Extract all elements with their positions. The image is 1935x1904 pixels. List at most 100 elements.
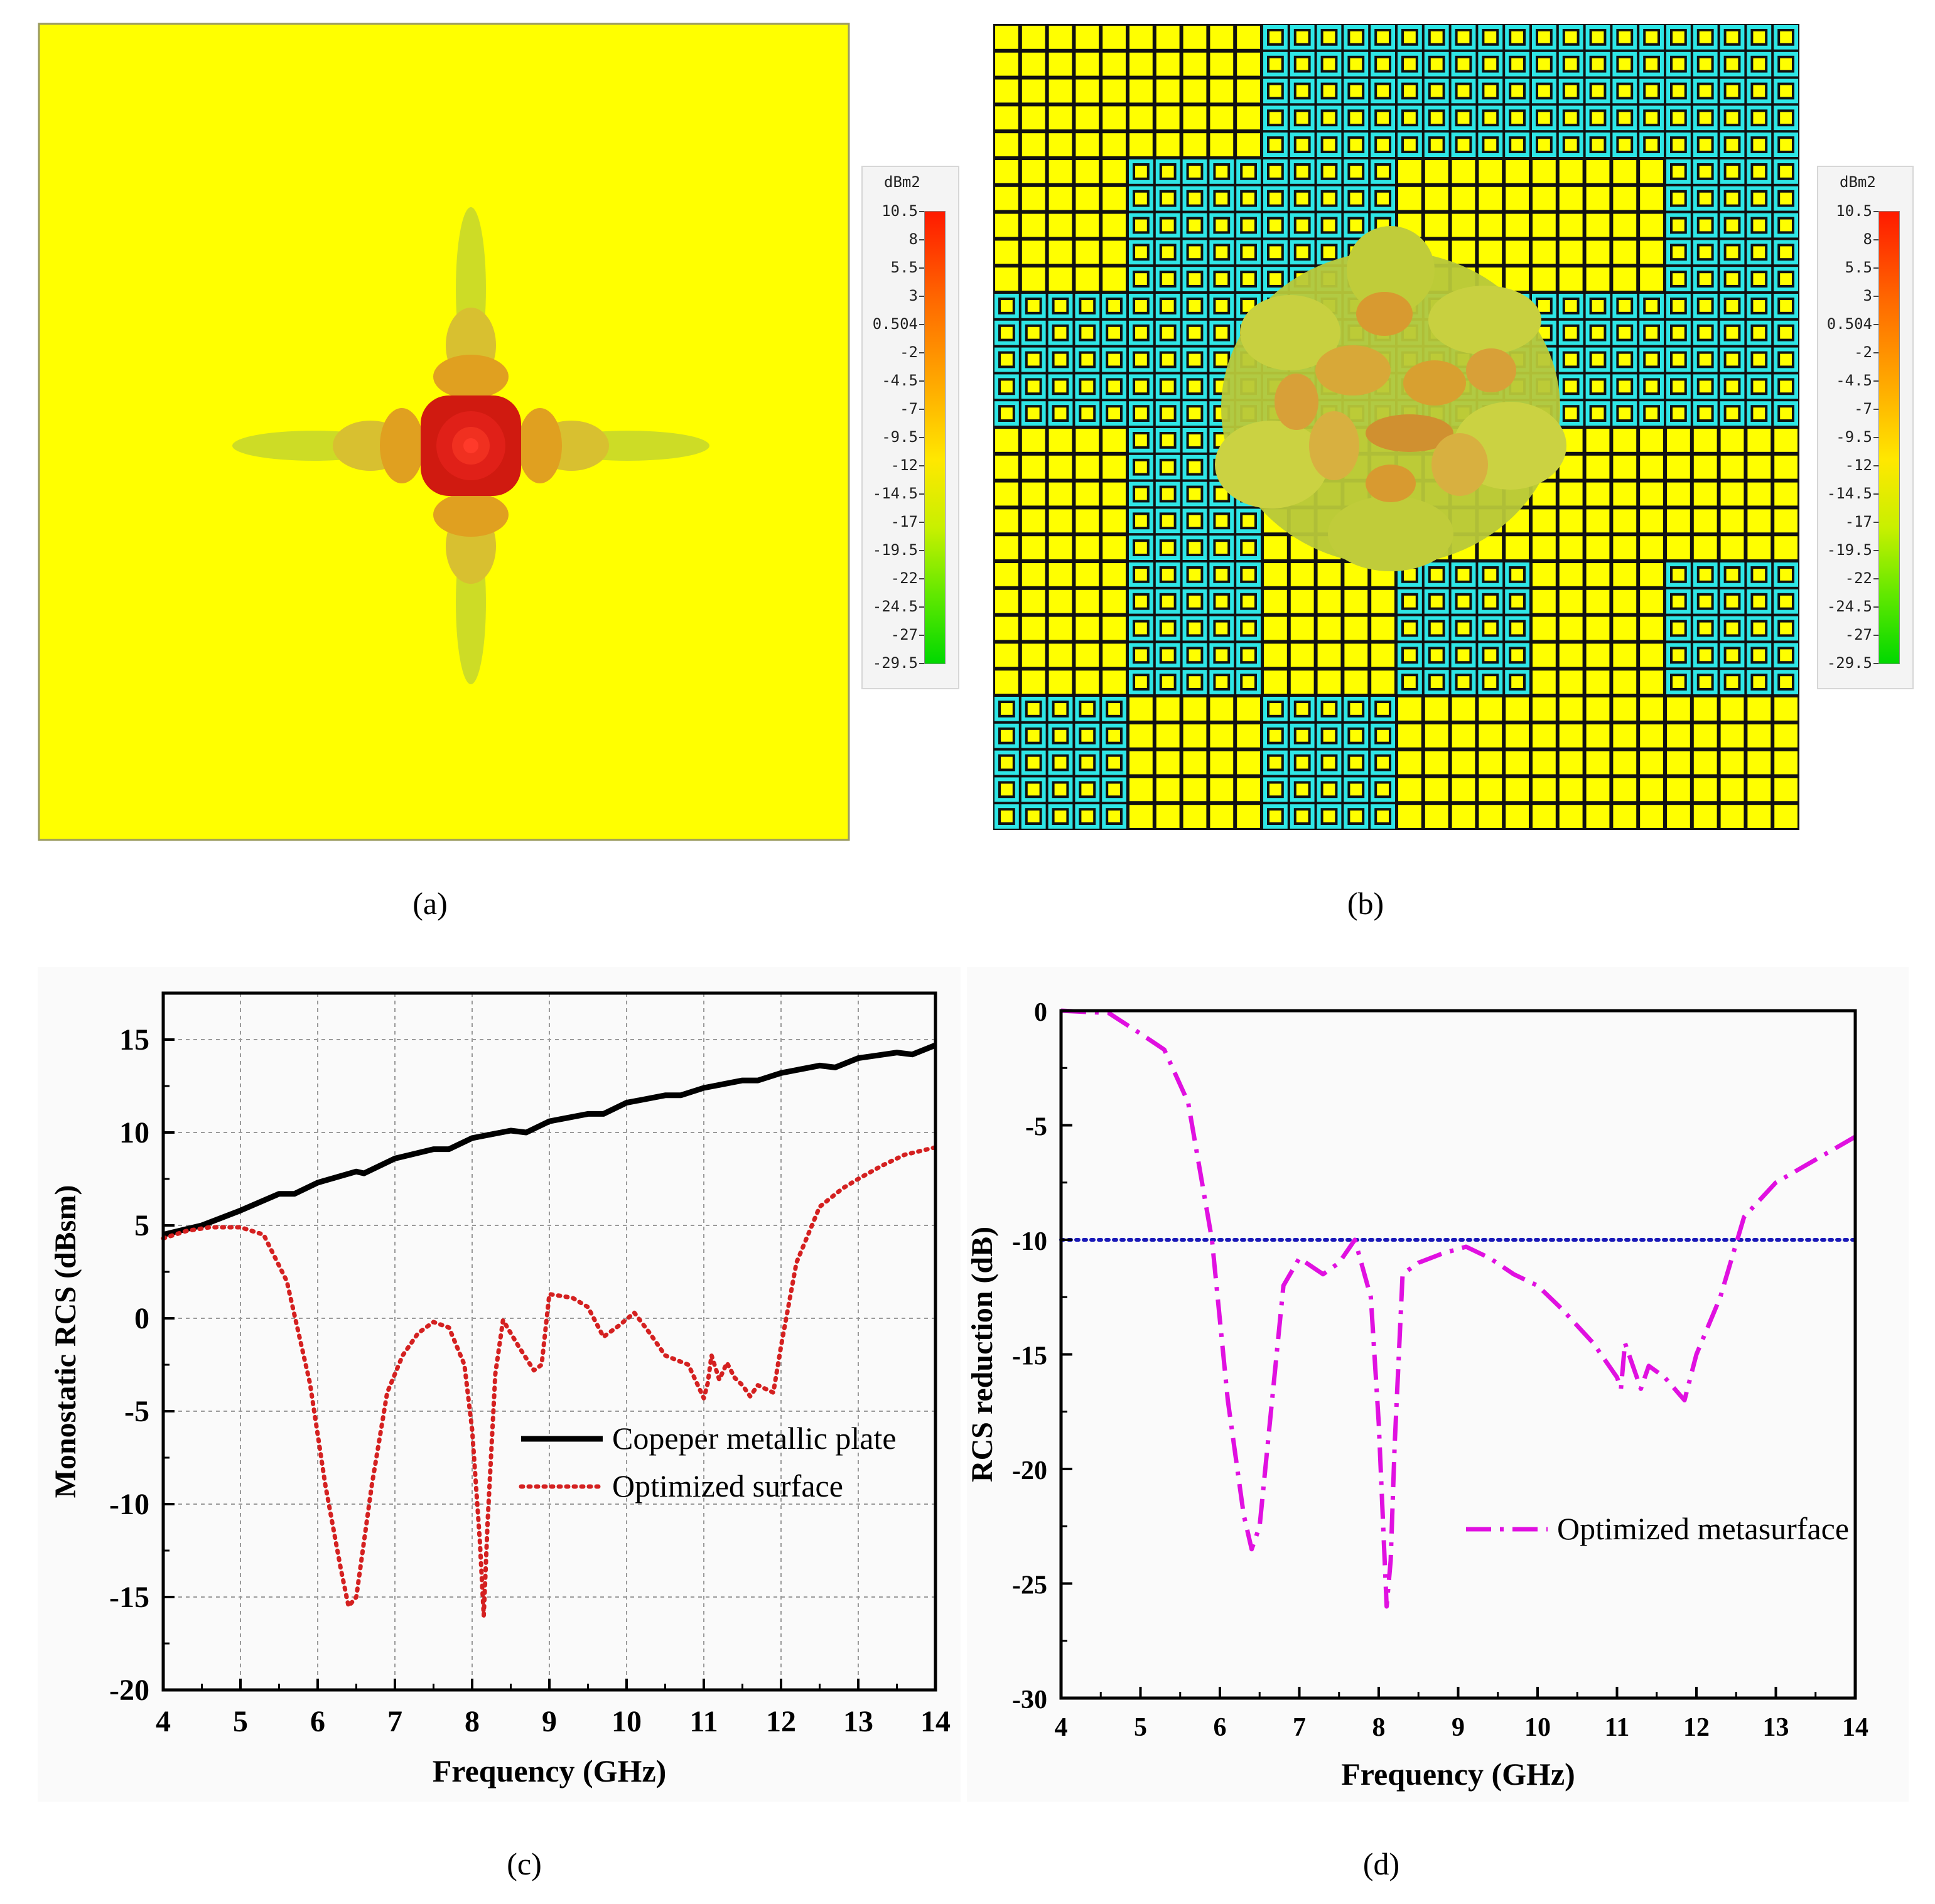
y-tick-label: 0 bbox=[1034, 998, 1047, 1027]
colorbar-tick-label: -9.5 bbox=[1836, 428, 1872, 446]
colorbar-tick bbox=[919, 437, 924, 438]
colorbar-tick bbox=[1873, 493, 1878, 495]
colorbar-tick-label: -4.5 bbox=[1836, 372, 1872, 389]
colorbar-tick bbox=[1873, 267, 1878, 269]
metasurface-block bbox=[1396, 24, 1531, 158]
colorbar-tick-label: -22 bbox=[1845, 569, 1872, 587]
legend-label-1: Optimized metasurface bbox=[1557, 1511, 1849, 1546]
colorbar-tick bbox=[1873, 522, 1878, 523]
colorbar-tick bbox=[1873, 211, 1878, 212]
colorbar-tick bbox=[919, 352, 924, 353]
x-tick-label: 10 bbox=[1524, 1713, 1551, 1742]
y-tick-label: -15 bbox=[1012, 1342, 1047, 1371]
colorbar-tick-label: -2 bbox=[1854, 343, 1872, 361]
metasurface-block bbox=[1665, 293, 1799, 427]
colorbar-tick-label: -24.5 bbox=[1826, 598, 1872, 615]
x-tick-label: 12 bbox=[1683, 1713, 1710, 1742]
metasurface-block bbox=[1665, 24, 1799, 158]
legend-label-1: Copeper metallic plate bbox=[612, 1421, 897, 1456]
x-tick-label: 13 bbox=[843, 1705, 873, 1738]
colorbar-tick bbox=[919, 296, 924, 297]
colorbar-tick-label: 5.5 bbox=[890, 259, 918, 276]
colorbar-tick bbox=[1873, 296, 1878, 297]
colorbar-tick bbox=[1873, 663, 1878, 664]
colorbar-tick-label: -14.5 bbox=[872, 485, 918, 502]
panel-a-simulation bbox=[38, 19, 854, 847]
chart-c-monostatic-rcs: 4 5 6 7 8 9 10 11 12 13 14 15 10 5 0 -5 -10 -15 -20 Frequen… bbox=[38, 967, 961, 1802]
colorbar-tick-label: 0.504 bbox=[1826, 315, 1872, 333]
y-tick-label: -10 bbox=[109, 1488, 149, 1521]
colorbar-tick-label: -12 bbox=[890, 456, 918, 474]
colorbar-tick-label: -9.5 bbox=[881, 428, 918, 446]
colorbar-tick-label: -17 bbox=[890, 513, 918, 530]
colorbar-tick bbox=[1873, 578, 1878, 579]
colorbar-tick bbox=[919, 324, 924, 325]
colorbar-tick bbox=[919, 465, 924, 466]
chart-d-legend: Optimized metasurface bbox=[1466, 1511, 1849, 1546]
series-line-1 bbox=[1060, 1008, 1857, 1609]
colorbar-b: dBm2 10.5 8 5.5 3 0.504 -2 -4.5 -7 -9.5 -12 -14.5 -… bbox=[1817, 166, 1914, 689]
colorbar-tick bbox=[919, 550, 924, 551]
metasurface-block bbox=[1128, 24, 1262, 158]
colorbar-tick-label: -29.5 bbox=[1826, 654, 1872, 672]
x-tick-label: 14 bbox=[920, 1705, 951, 1738]
x-tick-label: 6 bbox=[1214, 1713, 1227, 1742]
colorbar-tick bbox=[919, 211, 924, 212]
colorbar-tick-label: -2 bbox=[900, 343, 918, 361]
chart-c-legend: Copeper metallic plate Optimized surface bbox=[519, 1421, 897, 1503]
colorbar-tick bbox=[1873, 352, 1878, 353]
series-line-1 bbox=[162, 1042, 937, 1238]
colorbar-tick bbox=[919, 380, 924, 382]
colorbar-tick bbox=[1873, 550, 1878, 551]
chart-d-axes: 4 5 6 7 8 9 10 11 12 13 14 0 -5 -10 -15 -20 -25 -30 Freque… bbox=[967, 998, 1868, 1792]
x-tick-label: 10 bbox=[612, 1705, 642, 1738]
colorbar-gradient bbox=[1878, 211, 1900, 664]
y-axis-label: Monostatic RCS (dBsm) bbox=[49, 1185, 82, 1498]
metasurface-block bbox=[1665, 427, 1799, 561]
colorbar-tick bbox=[919, 635, 924, 636]
y-tick-label: -25 bbox=[1012, 1571, 1047, 1600]
chart-c-axes: 4 5 6 7 8 9 10 11 12 13 14 15 10 5 0 -5 -10 -15 -20 Frequen… bbox=[49, 991, 951, 1788]
colorbar-tick-label: -19.5 bbox=[1826, 541, 1872, 559]
series-line-2 bbox=[161, 1145, 938, 1618]
colorbar-tick-label: -17 bbox=[1845, 513, 1872, 530]
colorbar-tick bbox=[919, 606, 924, 608]
colorbar-tick bbox=[1873, 465, 1878, 466]
caption-c: (c) bbox=[507, 1846, 542, 1881]
x-tick-label: 4 bbox=[1055, 1713, 1068, 1742]
colorbar-tick-label: 10.5 bbox=[1836, 202, 1872, 220]
y-tick-label: -15 bbox=[109, 1581, 149, 1614]
colorbar-tick-label: -27 bbox=[1845, 626, 1872, 643]
metasurface-block bbox=[1262, 696, 1396, 830]
y-tick-label: 0 bbox=[134, 1302, 149, 1335]
y-axis-label: RCS reduction (dB) bbox=[967, 1227, 999, 1482]
x-tick-label: 9 bbox=[542, 1705, 557, 1738]
colorbar-tick-label: -19.5 bbox=[872, 541, 918, 559]
colorbar-tick bbox=[919, 522, 924, 523]
x-tick-label: 9 bbox=[1452, 1713, 1465, 1742]
x-tick-label: 6 bbox=[310, 1705, 325, 1738]
colorbar-tick bbox=[1873, 437, 1878, 438]
metasurface-block bbox=[1396, 561, 1531, 696]
chart-c-series bbox=[161, 1042, 938, 1618]
colorbar-tick-label: -27 bbox=[890, 626, 918, 643]
colorbar-gradient bbox=[924, 211, 946, 664]
caption-b: (b) bbox=[1347, 886, 1384, 921]
legend-label-2: Optimized surface bbox=[612, 1468, 843, 1503]
chart-d-rcs-reduction: 4 5 6 7 8 9 10 11 12 13 14 0 -5 -10 -15 -20 -25 -30 Freque… bbox=[967, 967, 1909, 1802]
x-tick-label: 11 bbox=[689, 1705, 718, 1738]
colorbar-tick bbox=[1873, 324, 1878, 325]
metasurface-block bbox=[993, 561, 1128, 696]
caption-a: (a) bbox=[412, 886, 448, 921]
metasurface-block bbox=[1531, 24, 1665, 158]
colorbar-tick-label: 3 bbox=[1863, 287, 1872, 304]
x-tick-label: 14 bbox=[1842, 1713, 1868, 1742]
metasurface-block bbox=[1128, 158, 1262, 293]
x-axis-label: Frequency (GHz) bbox=[1341, 1756, 1575, 1792]
colorbar-tick bbox=[1873, 635, 1878, 636]
colorbar-tick-label: -12 bbox=[1845, 456, 1872, 474]
x-tick-label: 11 bbox=[1605, 1713, 1630, 1742]
colorbar-tick bbox=[1873, 409, 1878, 410]
panel-b-simulation bbox=[986, 19, 1802, 847]
metasurface-block bbox=[1665, 158, 1799, 293]
